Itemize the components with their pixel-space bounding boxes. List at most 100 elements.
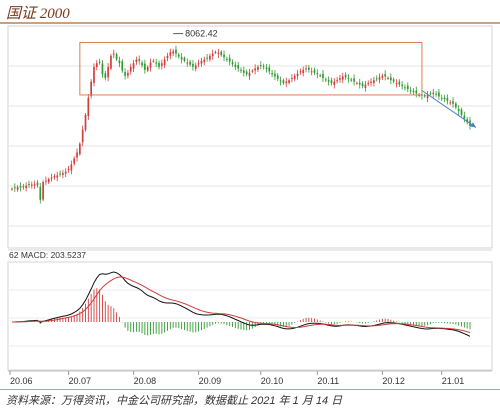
candle-body [228, 57, 231, 62]
candle-body [466, 119, 469, 123]
candle-body [248, 72, 251, 77]
candle-body [67, 168, 70, 171]
candle-body [189, 61, 191, 65]
x-tick-label: 20.10 [261, 376, 284, 386]
candle-body [33, 184, 36, 186]
x-tick-label: 21.01 [442, 376, 465, 386]
candle-body [56, 175, 59, 178]
candle-body [177, 54, 180, 57]
candle-body [350, 79, 353, 81]
candle-body [288, 80, 290, 83]
candle-body [166, 55, 169, 59]
page-title: 国证 2000 [6, 6, 70, 22]
candle-body [426, 94, 429, 99]
candle-body [172, 51, 174, 54]
candle-body [231, 62, 234, 64]
candle-body [282, 80, 285, 84]
candle-body [401, 84, 403, 87]
candle-body [370, 81, 372, 84]
candle-body [452, 101, 454, 104]
candle-body [308, 67, 310, 70]
candle-body [95, 63, 98, 68]
candle-body [163, 59, 166, 66]
candle-body [214, 52, 217, 54]
candle-body [364, 84, 367, 88]
candle-body [203, 59, 206, 63]
candle-body [271, 72, 273, 75]
candle-body [175, 49, 177, 54]
candle-body [223, 54, 225, 58]
candle-body [220, 51, 223, 56]
candle-body [237, 65, 240, 69]
candle-body [347, 77, 350, 79]
candle-body [45, 180, 47, 182]
candle-body [98, 61, 101, 63]
candle-body [457, 109, 460, 112]
candle-body [226, 58, 228, 60]
source-note: 资料来源：万得资讯，中金公司研究部，数据截止 2021 年 1 月 14 日 [6, 395, 343, 407]
macd-grid [8, 289, 492, 347]
candle-body [47, 179, 50, 183]
candle-body [180, 56, 183, 60]
candle-body [324, 79, 327, 81]
x-tick-label: 20.11 [317, 376, 339, 386]
candle-body [28, 183, 30, 185]
candle-body [242, 70, 245, 73]
candle-body [124, 72, 126, 76]
candle-body [155, 62, 158, 64]
candle-body [169, 52, 172, 56]
macd-histogram [14, 288, 471, 336]
macd-line [11, 271, 471, 337]
candle-body [299, 71, 302, 73]
candle-body [262, 66, 265, 68]
candle-body [160, 63, 163, 66]
candle-body [404, 87, 406, 89]
candle-body [344, 74, 347, 78]
candle-body [429, 93, 432, 95]
candle-body [101, 63, 104, 75]
index-chart: 8062.42 62 MACD: 203.5237 20.06 20.07 20.0… [7, 25, 493, 386]
x-tick-label: 20.06 [10, 376, 33, 386]
candle-body [367, 83, 370, 85]
candle-body [127, 72, 129, 76]
candle-body [81, 129, 84, 143]
candle-body [90, 81, 93, 97]
candle-body [112, 53, 115, 55]
candle-body [257, 66, 259, 70]
candle-body [59, 173, 61, 175]
candles [11, 45, 471, 204]
x-tick-label: 20.09 [199, 376, 222, 386]
candle-body [73, 158, 76, 164]
candle-body [70, 164, 73, 171]
signal-line [12, 276, 471, 334]
candle-body [333, 81, 336, 85]
candle-body [152, 60, 155, 62]
candle-body [387, 77, 389, 79]
candle-body [110, 55, 112, 69]
candle-body [64, 171, 67, 174]
candle-body [276, 75, 279, 79]
candle-body [135, 59, 138, 63]
candle-body [115, 54, 118, 60]
candle-body [438, 92, 440, 97]
arrow-shaft [421, 90, 477, 128]
candle-body [353, 78, 355, 82]
candle-body [19, 186, 22, 188]
candle-body [234, 64, 237, 67]
candle-body [141, 62, 143, 66]
consolidation-box [79, 42, 423, 96]
candle-body [305, 68, 307, 70]
candle-body [25, 185, 27, 189]
candle-body [409, 90, 412, 92]
candle-body [183, 57, 186, 61]
candle-body [327, 80, 330, 82]
candle-body [42, 182, 44, 200]
candle-body [22, 186, 25, 188]
candle-body [268, 67, 271, 72]
candle-body [440, 97, 443, 99]
candle-body [432, 92, 435, 94]
candle-body [446, 98, 449, 101]
x-tick-label: 20.08 [134, 376, 157, 386]
candle-body [192, 63, 194, 67]
candle-body [455, 103, 457, 108]
